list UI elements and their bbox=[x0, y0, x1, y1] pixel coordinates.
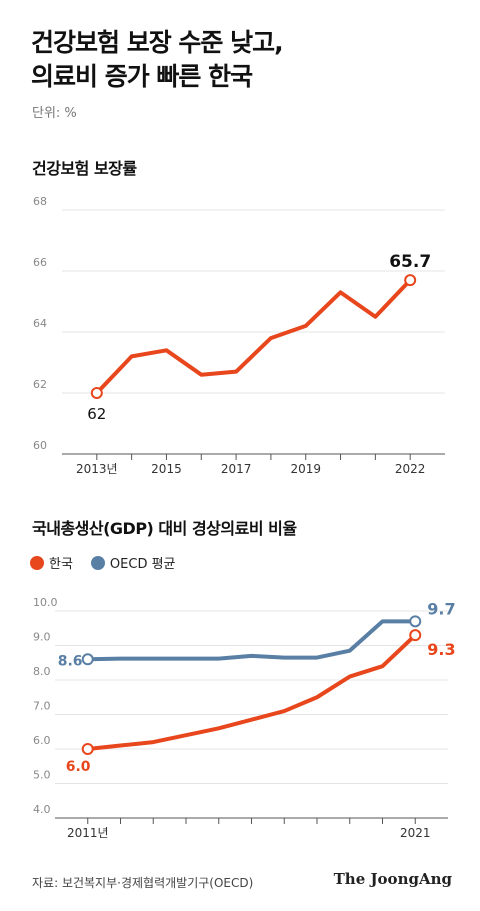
c2-series-0-point bbox=[152, 657, 155, 660]
c2-series-1-point bbox=[316, 696, 319, 699]
legend-swatch-oecd bbox=[90, 555, 105, 570]
c1-ytick-label: 66 bbox=[33, 256, 47, 269]
c2-ytick-label: 6.0 bbox=[33, 734, 51, 747]
publisher-logo: The JoongAng bbox=[333, 870, 452, 888]
c2-series-1-line bbox=[85, 633, 418, 751]
legend-label-oecd: OECD 평균 bbox=[109, 557, 176, 572]
c2-series-1-point bbox=[283, 710, 286, 713]
c1-xtick-label: 2022 bbox=[395, 462, 426, 476]
c2-series-0-point bbox=[185, 657, 188, 660]
headline-line-2: 의료비 증가 빠른 한국 bbox=[31, 62, 253, 91]
c2-series-0-end-marker bbox=[409, 615, 422, 628]
c1-xtick-label: 2019 bbox=[290, 462, 321, 476]
c1-series-0-end-marker bbox=[404, 274, 417, 287]
c2-series-0-point bbox=[217, 657, 220, 660]
c2-ytick-label: 8.0 bbox=[33, 665, 51, 678]
c2-series-1-point bbox=[119, 744, 122, 747]
c2-series-1-end-marker bbox=[409, 629, 422, 642]
c2-series-0-start-label: 8.6 bbox=[58, 653, 83, 669]
c1-ytick-label: 68 bbox=[33, 195, 47, 208]
c1-series-0-start-marker bbox=[90, 387, 103, 399]
c1-end-value-label: 65.7 bbox=[389, 252, 431, 272]
c2-series-1-point bbox=[152, 741, 155, 744]
chart-2-legend: 한국 OECD 평균 bbox=[30, 553, 176, 572]
coverage-rate-chart: 60 62 64 66 68 2013년 2015 2017 2019 2022 62 65.7 bbox=[33, 195, 445, 476]
c2-ytick-label: 5.0 bbox=[33, 769, 51, 782]
c2-series-0-point bbox=[119, 657, 122, 660]
c1-series-0-point bbox=[339, 291, 342, 294]
legend-label-korea: 한국 bbox=[49, 557, 73, 572]
c2-series-0-point bbox=[348, 649, 351, 652]
c2-ytick-label: 10.0 bbox=[33, 596, 58, 609]
c1-series-0-point bbox=[374, 315, 377, 318]
c2-ytick-label: 4.0 bbox=[33, 803, 51, 816]
unit-label: 단위: % bbox=[32, 106, 77, 121]
c2-series-1-start-label: 6.0 bbox=[66, 759, 91, 775]
headline-line-1: 건강보험 보장 수준 낮고, bbox=[31, 28, 284, 57]
c2-xtick-label: 2021 bbox=[400, 826, 431, 840]
c2-series-0-point bbox=[283, 656, 286, 659]
headline: 건강보험 보장 수준 낮고, 의료비 증가 빠른 한국 bbox=[31, 26, 284, 94]
c1-ytick-label: 60 bbox=[33, 439, 47, 452]
legend-item-oecd: OECD 평균 bbox=[90, 553, 176, 572]
c2-ytick-label: 9.0 bbox=[33, 631, 51, 644]
c2-series-1-start-marker bbox=[81, 743, 94, 755]
legend-swatch-korea bbox=[30, 555, 44, 570]
c1-start-value-label: 62 bbox=[87, 405, 106, 423]
c2-series-1-point bbox=[381, 665, 384, 668]
c1-series-0-line bbox=[94, 278, 413, 395]
c2-series-1-point bbox=[250, 718, 253, 721]
c2-xtick-label: 2011년 bbox=[67, 826, 109, 840]
c2-series-1-point bbox=[185, 734, 188, 737]
c2-ytick-label: 7.0 bbox=[33, 700, 51, 713]
c1-ytick-label: 64 bbox=[33, 317, 47, 330]
legend-item-korea: 한국 bbox=[30, 553, 73, 572]
c1-series-0-point bbox=[235, 370, 238, 373]
c2-series-1-point bbox=[348, 675, 351, 678]
c2-series-0-point bbox=[316, 656, 319, 659]
c2-series-0-point bbox=[381, 620, 384, 623]
c1-series-0-point bbox=[200, 373, 203, 376]
c2-series-1-end-label: 9.3 bbox=[427, 640, 455, 659]
c1-series-0-point bbox=[165, 349, 168, 352]
c1-series-0-point bbox=[304, 324, 307, 327]
c1-series-0-point bbox=[269, 337, 272, 340]
chart-2-title: 국내총생산(GDP) 대비 경상의료비 비율 bbox=[32, 519, 297, 538]
chart-1-title: 건강보험 보장률 bbox=[32, 159, 137, 178]
c1-xtick-label: 2015 bbox=[151, 462, 182, 476]
c2-series-1-point bbox=[217, 727, 220, 730]
c2-series-0-start-marker bbox=[81, 653, 94, 666]
c1-xtick-label: 2017 bbox=[221, 462, 252, 476]
source-note: 자료: 보건복지부·경제협력개발기구(OECD) bbox=[32, 876, 254, 890]
c2-series-0-line bbox=[85, 619, 418, 662]
c1-ytick-label: 62 bbox=[33, 378, 47, 391]
c2-series-0-point bbox=[250, 654, 253, 657]
c2-series-0-end-label: 9.7 bbox=[427, 599, 455, 618]
c1-series-0-point bbox=[130, 355, 133, 358]
health-spending-gdp-chart: 4.0 5.0 6.0 7.0 8.0 9.0 10.0 2011년 2021 8.6 9.7 6.0… bbox=[33, 596, 456, 840]
c1-xtick-label: 2013년 bbox=[76, 462, 118, 476]
